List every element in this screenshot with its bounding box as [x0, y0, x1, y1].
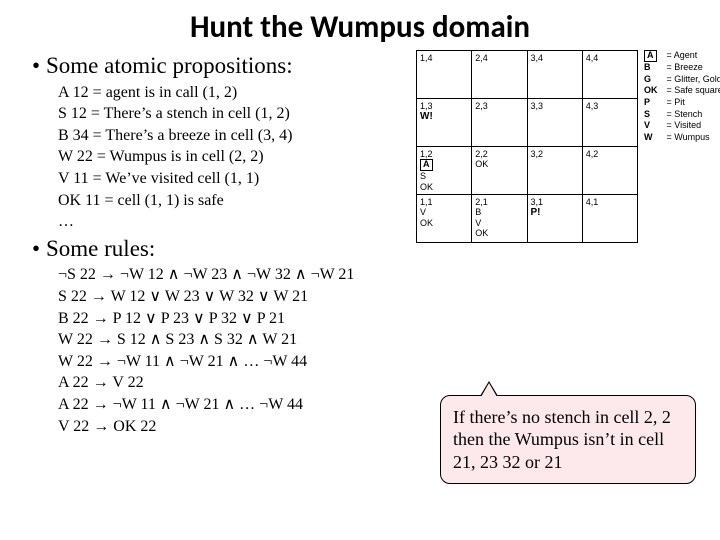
legend-row: G = Glitter, Gold: [644, 74, 720, 86]
legend-row: A = Agent: [644, 50, 720, 62]
legend-row: P = Pit: [644, 97, 720, 109]
callout-box: If there’s no stench in cell 2, 2 then t…: [440, 395, 696, 485]
grid-cell: 2,3: [472, 99, 527, 147]
legend-row: B = Breeze: [644, 62, 720, 74]
rule-item: W 22 → ¬W 11 ∧ ¬W 21 ∧ … ¬W 44: [58, 351, 720, 373]
rule-item: B 22 → P 12 ∨ P 23 ∨ P 32 ∨ P 21: [58, 308, 720, 330]
grid-cell: 2,1BVOK: [472, 195, 527, 243]
rule-item: ¬S 22 → ¬W 12 ∧ ¬W 23 ∧ ¬W 32 ∧ ¬W 21: [58, 264, 720, 286]
grid-cell: 1,1VOK: [417, 195, 472, 243]
grid-cell: 1,2ASOK: [417, 147, 472, 195]
legend: A = AgentB = BreezeG = Glitter, GoldOK =…: [644, 50, 720, 144]
rule-item: S 22 → W 12 ∨ W 23 ∨ W 32 ∨ W 21: [58, 286, 720, 308]
grid-cell: 2,4: [472, 51, 527, 99]
grid-cell: 4,2: [582, 147, 637, 195]
grid-cell: 1,4: [417, 51, 472, 99]
legend-row: OK = Safe square: [644, 85, 720, 97]
grid-cell: 3,3: [527, 99, 582, 147]
rule-item: A 22 → V 22: [58, 372, 720, 394]
legend-row: W = Wumpus: [644, 132, 720, 144]
slide-title: Hunt the Wumpus domain: [0, 0, 720, 52]
legend-row: S = Stench: [644, 109, 720, 121]
grid-cell: 4,3: [582, 99, 637, 147]
grid-cell: 4,4: [582, 51, 637, 99]
rules-heading-text: Some rules:: [46, 236, 155, 261]
callout-tail: [481, 383, 497, 397]
grid-cell: 3,4: [527, 51, 582, 99]
legend-row: V = Visited: [644, 120, 720, 132]
grid-cell: 4,1: [582, 195, 637, 243]
grid-cell: 3,2: [527, 147, 582, 195]
bullet-dot: •: [32, 235, 46, 263]
propositions-heading-text: Some atomic propositions:: [46, 53, 293, 78]
bullet-dot: •: [32, 52, 46, 80]
rule-item: W 22 → S 12 ∧ S 23 ∧ S 32 ∧ W 21: [58, 329, 720, 351]
grid-cell: 2,2OK: [472, 147, 527, 195]
wumpus-grid-figure: 1,42,43,44,4 1,3W!2,33,34,3 1,2ASOK2,2OK3,…: [416, 50, 706, 243]
grid-cell: 1,3W!: [417, 99, 472, 147]
callout-text: If there’s no stench in cell 2, 2 then t…: [453, 407, 671, 472]
grid-cell: 3,1P!: [527, 195, 582, 243]
wumpus-grid: 1,42,43,44,4 1,3W!2,33,34,3 1,2ASOK2,2OK3,…: [416, 50, 638, 243]
